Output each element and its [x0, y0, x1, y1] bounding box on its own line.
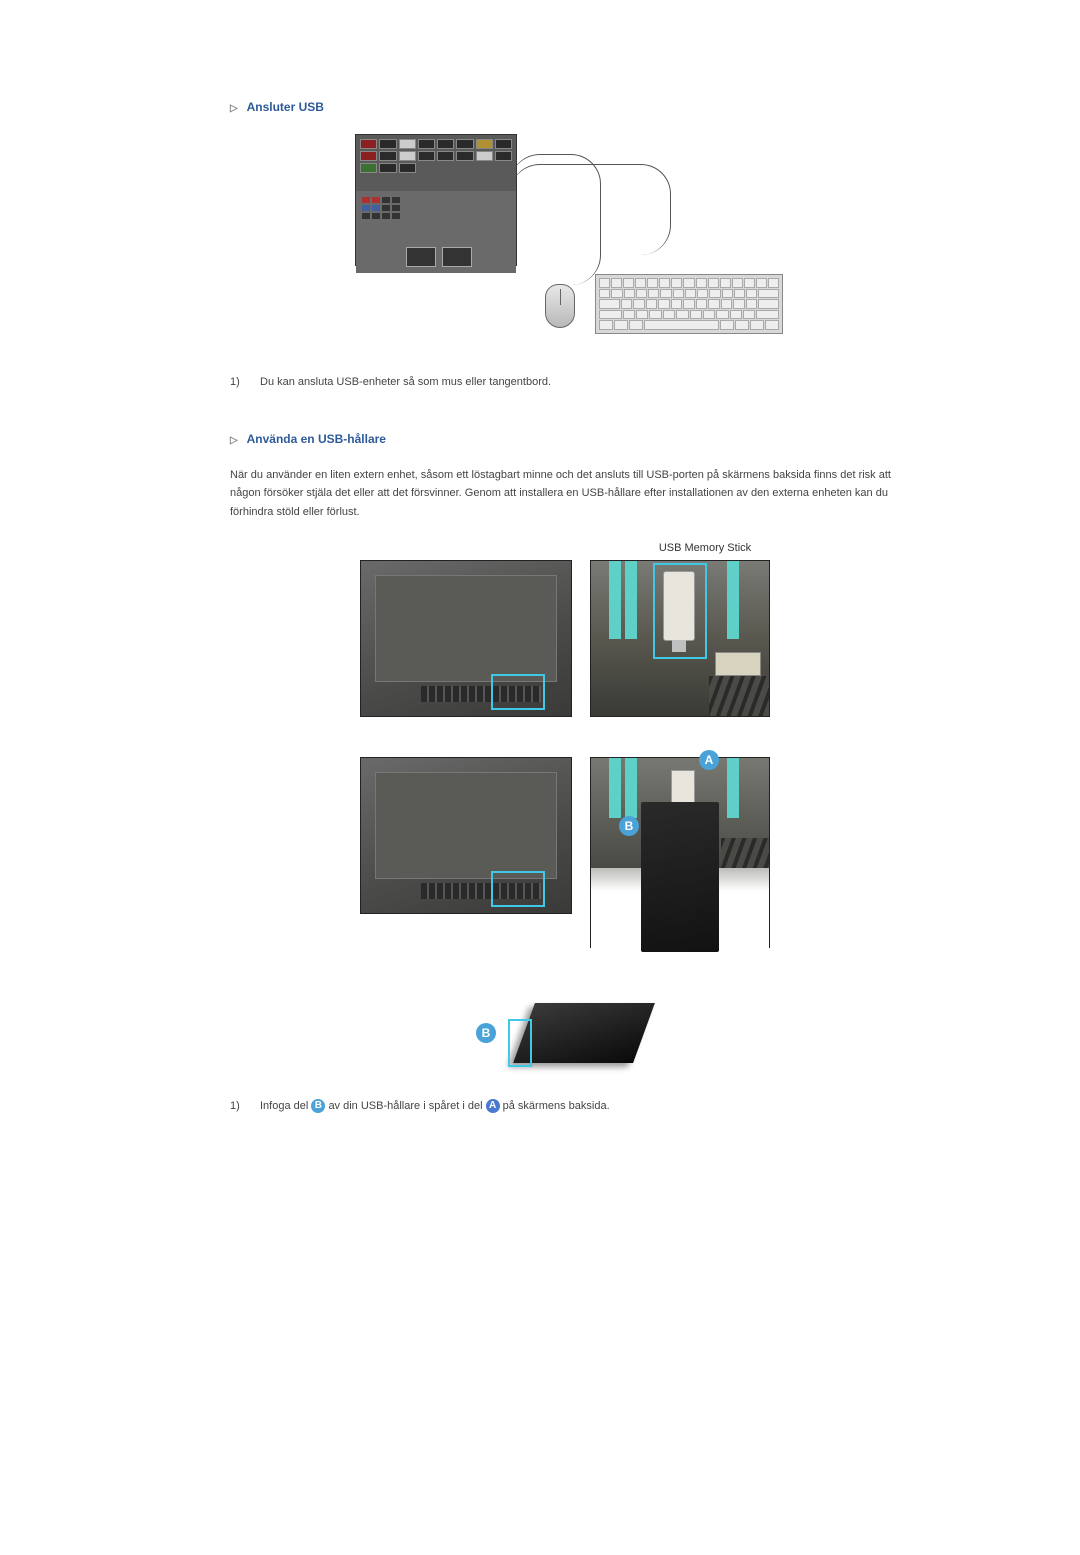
- document-page: ▷ Ansluter USB: [0, 0, 1080, 1555]
- diagram-usb-connection: [230, 134, 900, 334]
- section-2-title: Använda en USB-hållare: [247, 432, 386, 446]
- list-item: 1) Du kan ansluta USB-enheter så som mus…: [230, 374, 900, 392]
- highlight-box: [508, 1019, 532, 1067]
- marker-b-inline: B: [476, 1023, 496, 1043]
- marker-a-inline: A: [486, 1099, 500, 1113]
- mouse-illustration: [545, 284, 575, 328]
- section-1-header: ▷ Ansluter USB: [230, 100, 900, 114]
- cable-keyboard: [510, 164, 671, 255]
- marker-b-inline: B: [311, 1099, 325, 1113]
- section-1-title: Ansluter USB: [247, 100, 324, 114]
- list-item: 1) Infoga del B av din USB-hållare i spå…: [230, 1098, 900, 1116]
- text-fragment: Infoga del: [260, 1100, 311, 1112]
- list-number: 1): [230, 374, 246, 392]
- figures-block: USB Memory Stick: [230, 542, 900, 1078]
- usb-holder: [641, 802, 719, 952]
- text-fragment: av din USB-hållare i spåret i del: [328, 1100, 485, 1112]
- photo-monitor-back-2: [360, 757, 572, 914]
- marker-b: B: [619, 816, 639, 836]
- photo-monitor-back-1: [360, 560, 572, 717]
- figure-row-1: [230, 560, 900, 717]
- photo-holder-installed: A B: [590, 757, 770, 948]
- keyboard-illustration: [595, 274, 783, 334]
- panel-bottom-ports: [356, 191, 516, 273]
- highlight-box: [653, 563, 707, 659]
- section-1-list: 1) Du kan ansluta USB-enheter så som mus…: [230, 374, 900, 392]
- list-number: 1): [230, 1098, 246, 1116]
- monitor-back-panel-illustration: [355, 134, 517, 266]
- list-text: Infoga del B av din USB-hållare i spåret…: [260, 1098, 610, 1116]
- figure-holder-piece: B: [230, 988, 900, 1078]
- usb-stick-label: USB Memory Stick: [510, 542, 900, 554]
- section-2-header: ▷ Använda en USB-hållare: [230, 432, 900, 446]
- section-2-list: 1) Infoga del B av din USB-hållare i spå…: [230, 1098, 900, 1116]
- highlight-box: [491, 674, 545, 710]
- panel-top-ports: [356, 135, 516, 191]
- marker-a: A: [699, 750, 719, 770]
- diagram-1: [355, 134, 775, 334]
- text-fragment: på skärmens baksida.: [503, 1100, 610, 1112]
- holder-piece-wrap: [504, 993, 654, 1073]
- holder-piece: [513, 1003, 655, 1063]
- list-text: Du kan ansluta USB-enheter så som mus el…: [260, 374, 551, 392]
- figure-row-2: A B: [230, 757, 900, 948]
- chevron-right-icon: ▷: [230, 103, 238, 114]
- section-2-paragraph: När du använder en liten extern enhet, s…: [230, 466, 900, 522]
- chevron-right-icon: ▷: [230, 435, 238, 446]
- photo-usb-stick-closeup: [590, 560, 770, 717]
- highlight-box: [491, 871, 545, 907]
